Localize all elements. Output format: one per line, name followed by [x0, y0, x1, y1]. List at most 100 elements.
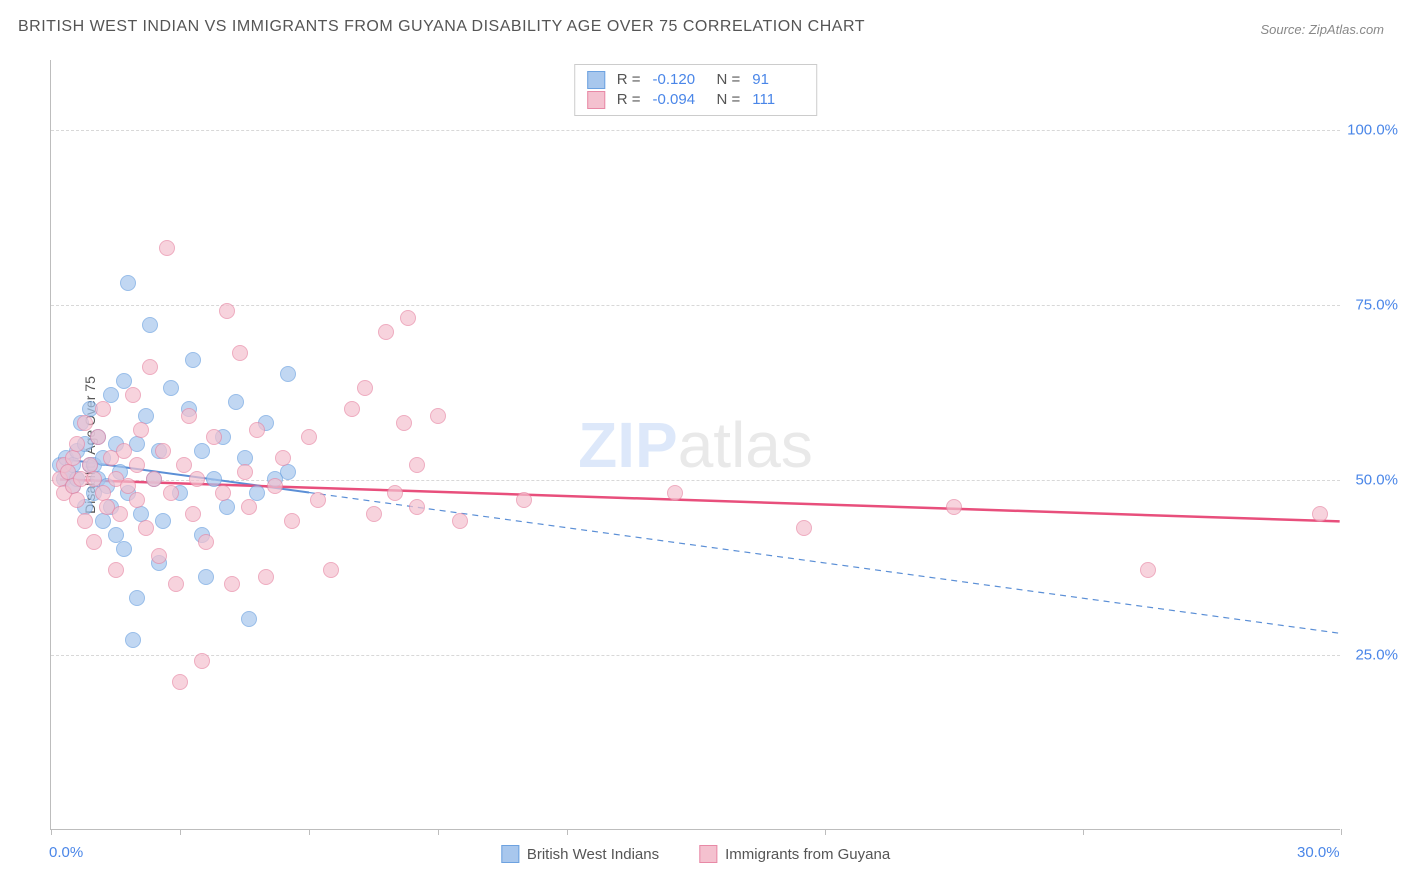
- n-value: 91: [752, 70, 804, 90]
- x-tick-label: 0.0%: [49, 844, 83, 861]
- scatter-point: [77, 513, 93, 529]
- scatter-point: [357, 380, 373, 396]
- scatter-point: [310, 492, 326, 508]
- scatter-point: [142, 317, 158, 333]
- n-value: 111: [752, 90, 804, 110]
- x-tick-label: 30.0%: [1297, 844, 1340, 861]
- n-label: N =: [717, 70, 741, 90]
- scatter-point: [155, 443, 171, 459]
- scatter-point: [116, 541, 132, 557]
- x-tick: [1341, 829, 1342, 835]
- scatter-point: [125, 632, 141, 648]
- scatter-point: [198, 534, 214, 550]
- series-name: British West Indians: [527, 846, 659, 863]
- plot-area: Disability Age Over 75 ZIPatlas R =-0.12…: [50, 60, 1340, 830]
- scatter-point: [129, 590, 145, 606]
- scatter-point: [224, 576, 240, 592]
- scatter-point: [516, 492, 532, 508]
- scatter-point: [129, 457, 145, 473]
- source-attribution: Source: ZipAtlas.com: [1260, 22, 1384, 37]
- y-tick-label: 25.0%: [1355, 647, 1398, 664]
- chart-title: BRITISH WEST INDIAN VS IMMIGRANTS FROM G…: [18, 18, 865, 36]
- scatter-point: [946, 499, 962, 515]
- scatter-point: [185, 506, 201, 522]
- scatter-point: [667, 485, 683, 501]
- r-label: R =: [617, 70, 641, 90]
- gridline: [51, 480, 1340, 481]
- scatter-point: [280, 366, 296, 382]
- scatter-point: [69, 492, 85, 508]
- scatter-point: [95, 513, 111, 529]
- x-tick: [1083, 829, 1084, 835]
- x-tick: [51, 829, 52, 835]
- scatter-point: [1140, 562, 1156, 578]
- legend-color-box: [587, 71, 605, 89]
- scatter-point: [228, 394, 244, 410]
- watermark-suffix: atlas: [678, 409, 813, 481]
- scatter-point: [198, 569, 214, 585]
- correlation-legend: R =-0.120N =91R =-0.094N =111: [574, 64, 818, 116]
- scatter-point: [1312, 506, 1328, 522]
- scatter-point: [396, 415, 412, 431]
- scatter-point: [163, 380, 179, 396]
- y-tick-label: 50.0%: [1355, 472, 1398, 489]
- scatter-point: [129, 492, 145, 508]
- scatter-point: [112, 506, 128, 522]
- scatter-point: [258, 569, 274, 585]
- gridline: [51, 130, 1340, 131]
- x-tick: [567, 829, 568, 835]
- scatter-point: [344, 401, 360, 417]
- series-legend: British West Indians Immigrants from Guya…: [501, 845, 890, 863]
- scatter-point: [219, 303, 235, 319]
- scatter-point: [215, 485, 231, 501]
- gridline: [51, 305, 1340, 306]
- scatter-point: [120, 275, 136, 291]
- scatter-point: [241, 611, 257, 627]
- scatter-point: [125, 387, 141, 403]
- scatter-point: [133, 422, 149, 438]
- scatter-point: [323, 562, 339, 578]
- series-name: Immigrants from Guyana: [725, 846, 890, 863]
- scatter-point: [181, 408, 197, 424]
- scatter-point: [151, 548, 167, 564]
- scatter-point: [219, 499, 235, 515]
- scatter-point: [116, 443, 132, 459]
- scatter-point: [159, 240, 175, 256]
- y-tick-label: 100.0%: [1347, 122, 1398, 139]
- y-tick-label: 75.0%: [1355, 297, 1398, 314]
- legend-color-box: [501, 845, 519, 863]
- series-legend-item: British West Indians: [501, 845, 659, 863]
- corr-legend-row: R =-0.120N =91: [587, 70, 805, 90]
- scatter-point: [206, 429, 222, 445]
- scatter-point: [241, 499, 257, 515]
- scatter-point: [267, 478, 283, 494]
- x-tick: [309, 829, 310, 835]
- trend-lines: [51, 60, 1340, 829]
- scatter-point: [176, 457, 192, 473]
- x-tick: [438, 829, 439, 835]
- x-tick: [180, 829, 181, 835]
- legend-color-box: [699, 845, 717, 863]
- corr-legend-row: R =-0.094N =111: [587, 90, 805, 110]
- scatter-point: [194, 443, 210, 459]
- gridline: [51, 655, 1340, 656]
- series-legend-item: Immigrants from Guyana: [699, 845, 890, 863]
- scatter-point: [86, 534, 102, 550]
- scatter-point: [69, 436, 85, 452]
- scatter-point: [275, 450, 291, 466]
- scatter-point: [366, 506, 382, 522]
- scatter-point: [452, 513, 468, 529]
- scatter-point: [378, 324, 394, 340]
- scatter-point: [796, 520, 812, 536]
- r-label: R =: [617, 90, 641, 110]
- scatter-point: [280, 464, 296, 480]
- scatter-point: [237, 464, 253, 480]
- scatter-point: [185, 352, 201, 368]
- scatter-point: [430, 408, 446, 424]
- scatter-point: [163, 485, 179, 501]
- scatter-point: [194, 653, 210, 669]
- scatter-point: [409, 457, 425, 473]
- scatter-point: [108, 562, 124, 578]
- scatter-point: [155, 513, 171, 529]
- scatter-point: [77, 415, 93, 431]
